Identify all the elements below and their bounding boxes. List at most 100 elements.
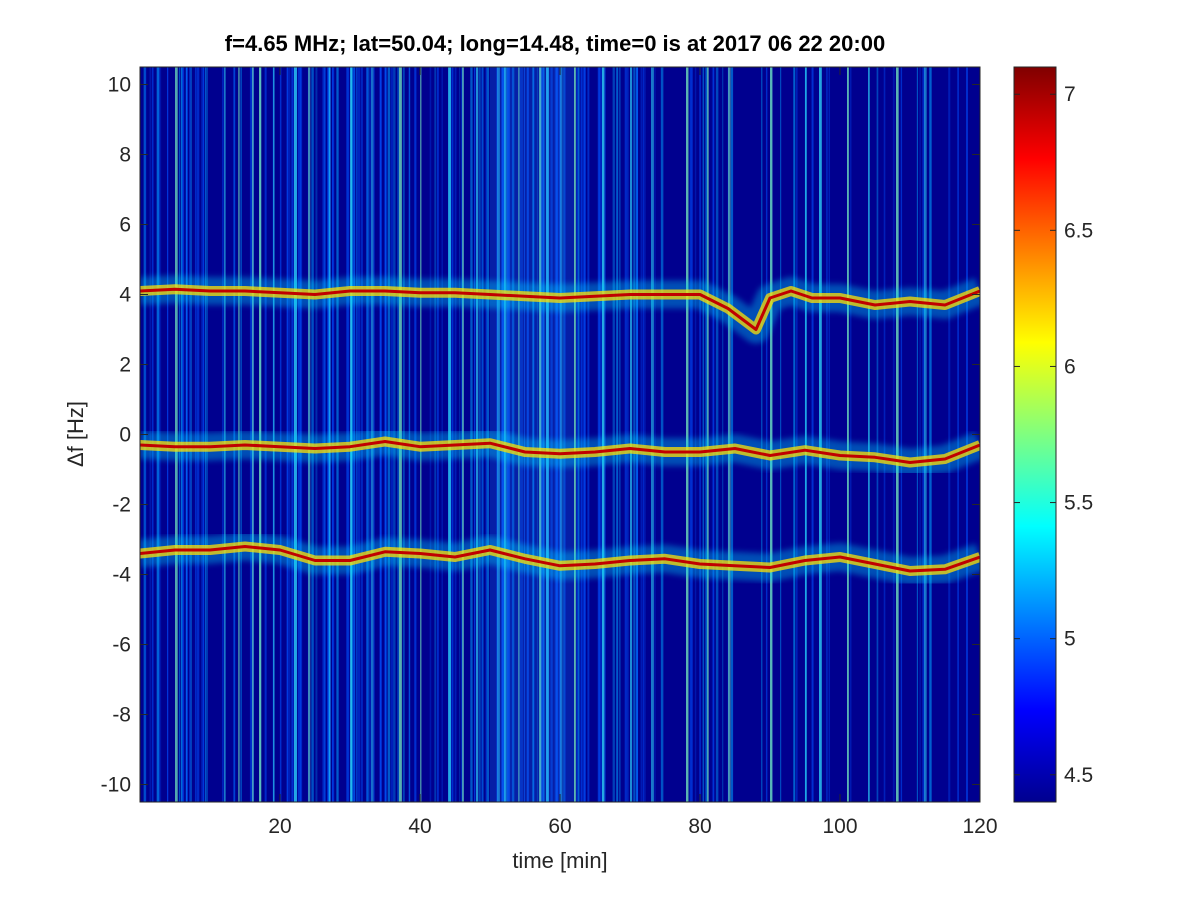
noise-streak <box>600 67 603 802</box>
noise-streak <box>624 67 627 802</box>
bright-streak <box>847 67 849 802</box>
chart-title: f=4.65 MHz; lat=50.04; long=14.48, time=… <box>225 31 885 56</box>
noise-streak <box>849 67 852 802</box>
noise-streak <box>587 67 590 802</box>
y-tick-label: 8 <box>119 144 131 167</box>
noise-streak <box>722 67 724 802</box>
y-tick-label: 2 <box>119 354 131 377</box>
bright-streak <box>574 67 576 802</box>
noise-streak <box>523 67 525 802</box>
noise-streak <box>919 67 921 802</box>
noise-streak <box>929 67 932 802</box>
noise-streak <box>554 67 557 802</box>
noise-streak <box>512 67 515 802</box>
bright-streak <box>728 67 731 802</box>
bright-streak <box>539 67 542 802</box>
noise-streak <box>713 67 715 802</box>
noise-streak <box>730 67 734 802</box>
noise-streak <box>705 67 708 802</box>
noise-streak <box>694 67 697 802</box>
noise-streak <box>527 67 529 802</box>
y-tick-label: -10 <box>101 774 131 797</box>
y-tick-label: -2 <box>112 494 131 517</box>
colorbar-gradient <box>1013 66 1057 803</box>
noise-streak <box>711 67 714 802</box>
noise-streak <box>559 67 562 802</box>
y-axis-label: Δf [Hz] <box>63 401 88 467</box>
bright-streak <box>868 67 870 802</box>
noise-streak <box>604 67 606 802</box>
colorbar-tick-label: 7 <box>1064 83 1076 106</box>
noise-streak <box>532 67 535 802</box>
bright-streak <box>560 67 563 802</box>
noise-streak <box>580 67 583 802</box>
y-tick-label: 10 <box>108 74 131 97</box>
x-tick-label: 20 <box>268 815 291 838</box>
bright-streak <box>896 67 899 802</box>
noise-streak <box>916 67 919 802</box>
noise-streak <box>699 67 701 802</box>
noise-streak <box>533 67 535 802</box>
noise-streak <box>826 67 828 802</box>
colorbar-tick-label: 6.5 <box>1064 219 1093 242</box>
plot-area <box>139 66 981 803</box>
colorbar-tick-label: 4.5 <box>1064 764 1093 787</box>
noise-streak <box>532 67 534 802</box>
noise-streak <box>520 67 523 802</box>
y-tick-label: 0 <box>119 424 131 447</box>
noise-streak <box>761 67 763 802</box>
noise-streak <box>542 67 544 802</box>
noise-streak <box>575 67 579 802</box>
signal-traces <box>140 275 980 585</box>
noise-streak <box>900 67 903 802</box>
trace-line <box>140 287 980 331</box>
bright-streak <box>924 67 927 802</box>
noise-streak <box>563 67 566 802</box>
noise-streak <box>780 67 782 802</box>
bright-streak <box>686 67 689 802</box>
y-tick-label: -8 <box>112 704 131 727</box>
bright-streak <box>651 67 654 802</box>
colorbar-tick-label: 5 <box>1064 628 1076 651</box>
colorbar-tick-label: 5.5 <box>1064 492 1093 515</box>
noise-streak <box>690 67 693 802</box>
x-tick-label: 60 <box>548 815 571 838</box>
noise-streak <box>765 67 768 802</box>
noise-streak <box>581 67 583 802</box>
noise-streak <box>635 67 638 802</box>
y-tick-label: -6 <box>112 634 131 657</box>
bright-streak <box>546 67 549 802</box>
bright-streak <box>630 67 633 802</box>
noise-streak <box>948 67 951 802</box>
noise-streak <box>811 67 814 802</box>
y-tick-label: 6 <box>119 214 131 237</box>
noise-streak <box>642 67 644 802</box>
noise-streak <box>627 67 629 802</box>
noise-streak <box>597 67 601 802</box>
noise-streak <box>828 67 831 802</box>
noise-streak <box>612 67 615 802</box>
x-tick-label: 100 <box>822 815 857 838</box>
noise-streak <box>702 67 705 802</box>
colorbar-ticks: 4.5 5 5.5 6 6.5 7 <box>1014 83 1093 787</box>
noise-streak <box>883 67 886 802</box>
noise-streak <box>661 67 664 802</box>
noise-streak <box>542 67 545 802</box>
noise-streak <box>625 67 628 802</box>
noise-streak <box>966 67 968 802</box>
bright-streak <box>819 67 822 802</box>
noise-streak <box>643 67 646 802</box>
noise-streak <box>715 67 719 802</box>
x-tick-label: 80 <box>688 815 711 838</box>
noise-streak <box>577 67 579 802</box>
noise-streak <box>577 67 580 802</box>
noise-streak <box>796 67 798 802</box>
noise-streak <box>536 67 538 802</box>
noise-streak <box>636 67 638 802</box>
x-tick-label: 40 <box>408 815 431 838</box>
noise-streak <box>598 67 601 802</box>
noise-streak <box>616 67 619 802</box>
noise-streak <box>660 67 663 802</box>
x-tick-label: 120 <box>962 815 997 838</box>
